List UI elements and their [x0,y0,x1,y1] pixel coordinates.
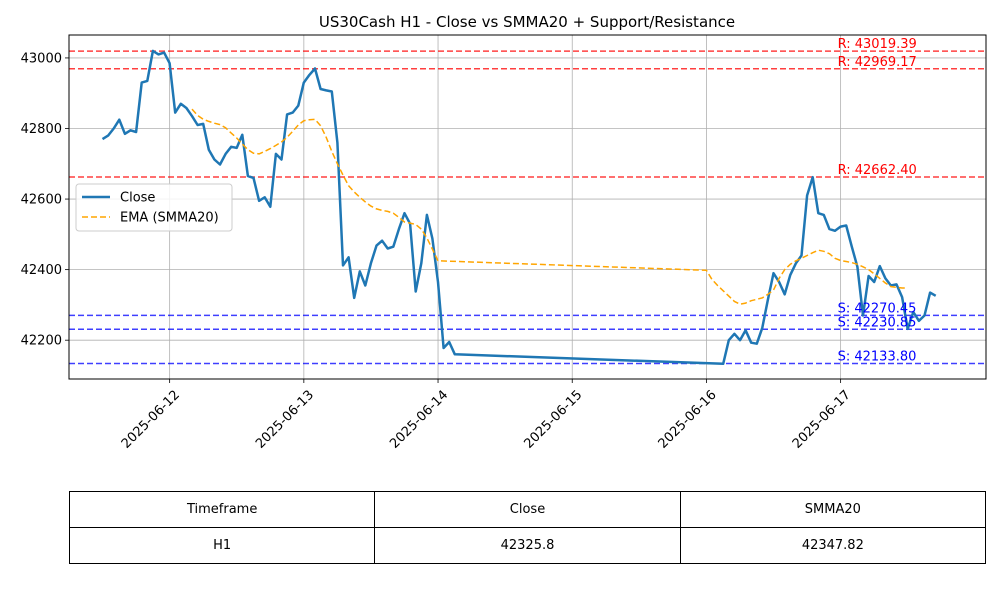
x-tick-label: 2025-06-15 [521,388,585,452]
table-row: H1 42325.8 42347.82 [68,527,987,564]
legend: Close EMA (SMMA20) [75,183,233,232]
level-labels: R: 43019.39 R: 42969.17 R: 42662.40 S: 4227… [838,37,917,364]
chart: US30Cash H1 - Close vs SMMA20 + Support/… [21,13,987,452]
y-tick-label: 42400 [21,263,62,278]
y-tick-label: 42800 [21,122,62,137]
series-line-1 [191,108,908,305]
table-header-row: Timeframe Close SMMA20 [68,491,987,528]
legend-label: EMA (SMMA20) [120,211,219,226]
table-header-cell: Close [374,491,681,528]
summary-table: Timeframe Close SMMA20 H1 42325.8 42347.… [68,491,987,564]
chart-title: US30Cash H1 - Close vs SMMA20 + Support/… [319,13,735,31]
table-header-cell: SMMA20 [679,491,987,528]
x-axis: 2025-06-12 2025-06-13 2025-06-14 2025-06-15… [119,379,854,452]
legend-label: Close [120,191,155,206]
level-label-support: S: 42133.80 [838,350,917,365]
legend-box [75,183,233,232]
y-tick-label: 42600 [21,193,62,208]
x-tick-label: 2025-06-12 [119,388,183,452]
y-tick-label: 42200 [21,334,62,349]
level-label-support: S: 42230.85 [838,315,917,330]
y-tick-label: 43000 [21,51,62,66]
level-label-resistance: R: 43019.39 [838,37,917,52]
series [101,49,937,366]
grid [69,35,986,379]
y-axis: 42200 42400 42600 42800 43000 [21,51,69,349]
x-tick-label: 2025-06-16 [656,388,720,452]
level-label-resistance: R: 42969.17 [838,55,917,70]
plot-frame [68,34,987,380]
x-tick-label: 2025-06-17 [790,388,854,452]
x-tick-label: 2025-06-13 [253,388,317,452]
x-tick-label: 2025-06-14 [387,388,451,452]
level-label-support: S: 42270.45 [838,301,917,316]
series-line-0 [101,49,937,366]
table-header-cell: Timeframe [68,491,376,528]
table-cell: 42347.82 [679,527,987,564]
level-label-resistance: R: 42662.40 [838,163,917,178]
table-cell: 42325.8 [374,527,681,564]
table-cell: H1 [68,527,376,564]
